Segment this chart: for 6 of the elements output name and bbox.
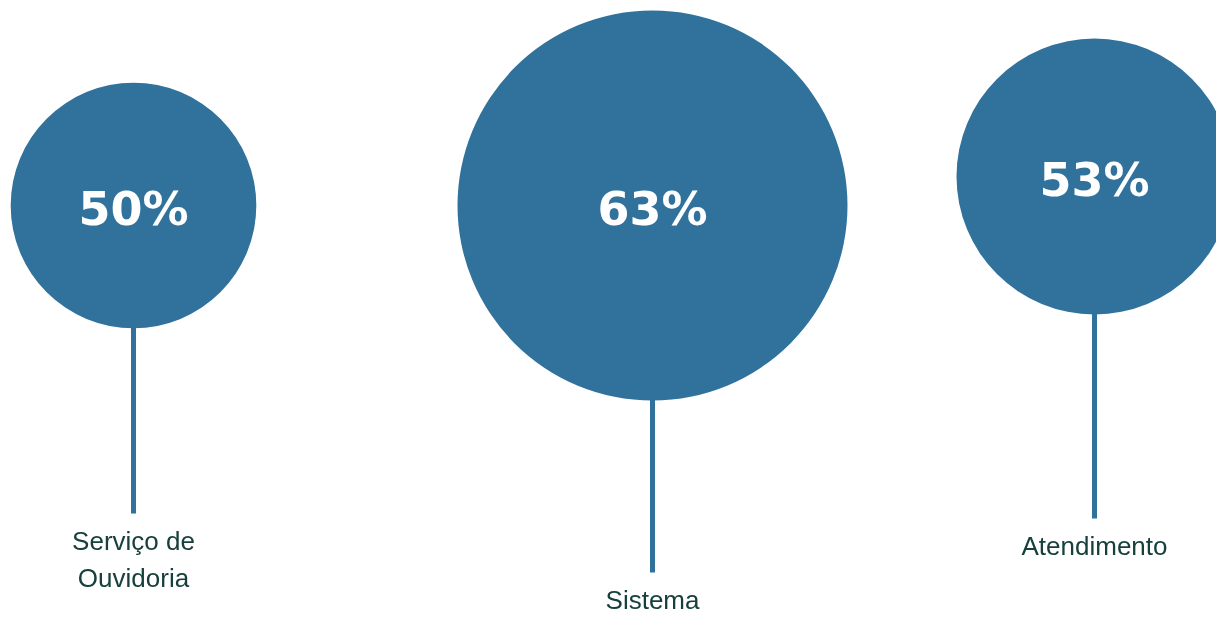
category-label: Sistema [605, 584, 700, 615]
category-label: Atendimento [1021, 530, 1168, 561]
data-label: 50% [78, 181, 189, 236]
category-label: Serviço de Ouvidoria [72, 525, 195, 593]
data-label: 63% [597, 181, 708, 236]
data-label: 53% [1039, 152, 1150, 207]
